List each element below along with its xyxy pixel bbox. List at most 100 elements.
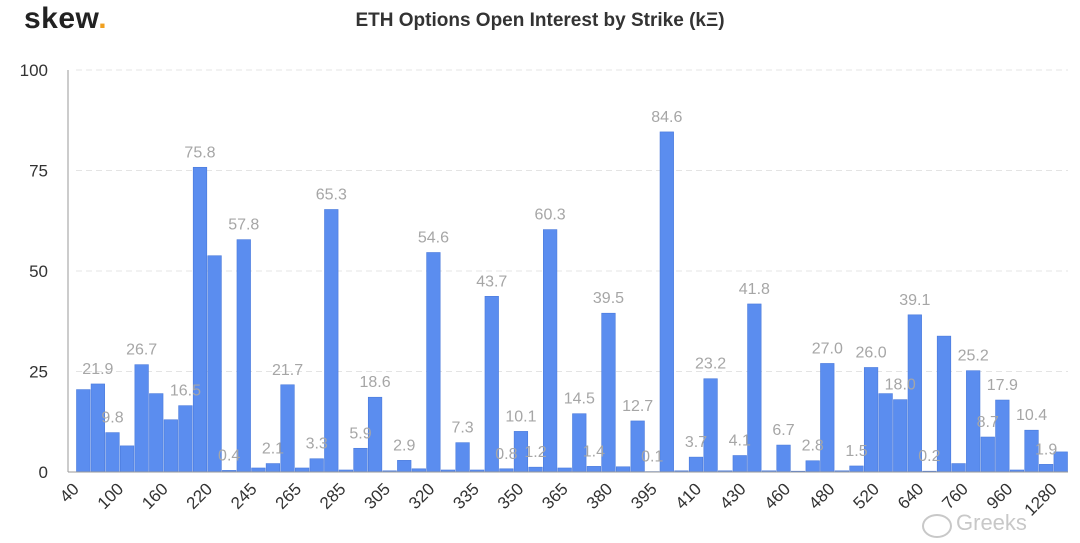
bar bbox=[119, 445, 135, 473]
x-tick-label: 335 bbox=[449, 479, 482, 512]
bar bbox=[995, 399, 1010, 473]
x-tick-label: 305 bbox=[361, 479, 394, 512]
data-label: 6.7 bbox=[772, 422, 794, 439]
x-tick-label: 350 bbox=[494, 479, 527, 512]
data-label: 26.0 bbox=[855, 344, 886, 361]
data-label: 27.0 bbox=[812, 340, 843, 357]
bar bbox=[543, 229, 558, 473]
data-label: 3.3 bbox=[306, 436, 328, 453]
bar bbox=[878, 393, 893, 473]
x-tick-label: 40 bbox=[56, 479, 83, 506]
x-tick-label: 640 bbox=[894, 479, 927, 512]
bar bbox=[849, 465, 864, 473]
data-label: 57.8 bbox=[228, 217, 259, 234]
x-tick-label: 520 bbox=[850, 479, 883, 512]
data-label: 60.3 bbox=[535, 207, 566, 224]
data-label: 26.7 bbox=[126, 342, 157, 359]
data-label: 41.8 bbox=[739, 281, 770, 298]
data-label: 16.5 bbox=[170, 383, 201, 400]
chart-title: ETH Options Open Interest by Strike (kΞ) bbox=[355, 10, 725, 31]
bar bbox=[265, 463, 281, 473]
data-label: 8.7 bbox=[977, 414, 999, 431]
data-label: 10.4 bbox=[1016, 407, 1047, 424]
x-tick-label: 460 bbox=[761, 479, 794, 512]
bar bbox=[324, 209, 339, 473]
data-label: 7.3 bbox=[451, 420, 473, 437]
bar bbox=[90, 383, 105, 473]
data-label: 75.8 bbox=[184, 144, 215, 161]
y-tick-label: 75 bbox=[29, 162, 48, 181]
data-label: 10.1 bbox=[505, 408, 536, 425]
x-tick-label: 395 bbox=[627, 479, 660, 512]
bar bbox=[659, 131, 674, 473]
bar bbox=[309, 458, 324, 473]
x-tick-label: 365 bbox=[538, 479, 571, 512]
data-label: 4.1 bbox=[729, 433, 751, 450]
bar bbox=[586, 466, 601, 473]
bar bbox=[178, 405, 193, 473]
y-tick-label: 100 bbox=[20, 61, 48, 80]
bar bbox=[105, 432, 120, 473]
x-tick-label: 760 bbox=[938, 479, 971, 512]
bar bbox=[615, 466, 631, 473]
bar bbox=[528, 466, 543, 473]
bar bbox=[149, 393, 164, 473]
x-tick-label: 100 bbox=[94, 479, 127, 512]
x-tick-label: 430 bbox=[716, 479, 749, 512]
x-tick-label: 480 bbox=[805, 479, 838, 512]
bar bbox=[732, 455, 747, 473]
data-label: 0.2 bbox=[918, 448, 940, 465]
data-label: 14.5 bbox=[564, 391, 595, 408]
x-tick-label: 265 bbox=[272, 479, 305, 512]
data-label: 84.6 bbox=[651, 109, 682, 126]
bar bbox=[980, 436, 995, 473]
y-tick-label: 50 bbox=[29, 262, 48, 281]
bar bbox=[951, 463, 966, 473]
bar bbox=[192, 166, 208, 473]
data-label: 0.8 bbox=[495, 446, 517, 463]
data-label: 65.3 bbox=[316, 186, 347, 203]
bar bbox=[207, 255, 222, 473]
data-label: 39.1 bbox=[899, 292, 930, 309]
data-label: 0.4 bbox=[218, 447, 240, 464]
y-tick-label: 25 bbox=[29, 363, 48, 382]
data-label: 2.8 bbox=[802, 438, 824, 455]
bar bbox=[703, 378, 718, 473]
bar bbox=[688, 456, 704, 473]
data-label: 2.1 bbox=[262, 441, 284, 458]
data-label: 3.7 bbox=[685, 434, 707, 451]
y-tick-label: 0 bbox=[39, 463, 48, 482]
bar bbox=[455, 442, 470, 473]
x-tick-label: 410 bbox=[672, 479, 705, 512]
bar bbox=[280, 384, 295, 473]
bar bbox=[557, 467, 572, 473]
data-label: 54.6 bbox=[418, 230, 449, 247]
bar bbox=[251, 467, 266, 473]
data-label: 1.9 bbox=[1035, 441, 1057, 458]
data-label: 18.0 bbox=[885, 377, 916, 394]
x-tick-label: 220 bbox=[183, 479, 216, 512]
logo-dot: . bbox=[98, 2, 108, 35]
data-label: 18.6 bbox=[359, 374, 390, 391]
data-label: 1.5 bbox=[845, 443, 867, 460]
data-label: 1.2 bbox=[524, 444, 546, 461]
data-label: 39.5 bbox=[593, 290, 624, 307]
data-label: 12.7 bbox=[622, 398, 653, 415]
x-tick-label: 245 bbox=[227, 479, 260, 512]
bar bbox=[236, 239, 251, 473]
data-label: 17.9 bbox=[987, 377, 1018, 394]
data-label: 21.7 bbox=[272, 362, 303, 379]
x-tick-label: 380 bbox=[583, 479, 616, 512]
data-label: 5.9 bbox=[349, 425, 371, 442]
x-tick-label: 960 bbox=[983, 479, 1016, 512]
data-label: 23.2 bbox=[695, 356, 726, 373]
data-label: 2.9 bbox=[393, 437, 415, 454]
bar bbox=[426, 252, 441, 473]
x-tick-label: 160 bbox=[138, 479, 171, 512]
bar bbox=[397, 460, 412, 473]
logo-text: skew bbox=[24, 2, 99, 35]
data-label: 43.7 bbox=[476, 273, 507, 290]
bar bbox=[353, 447, 368, 473]
bar bbox=[134, 364, 149, 473]
